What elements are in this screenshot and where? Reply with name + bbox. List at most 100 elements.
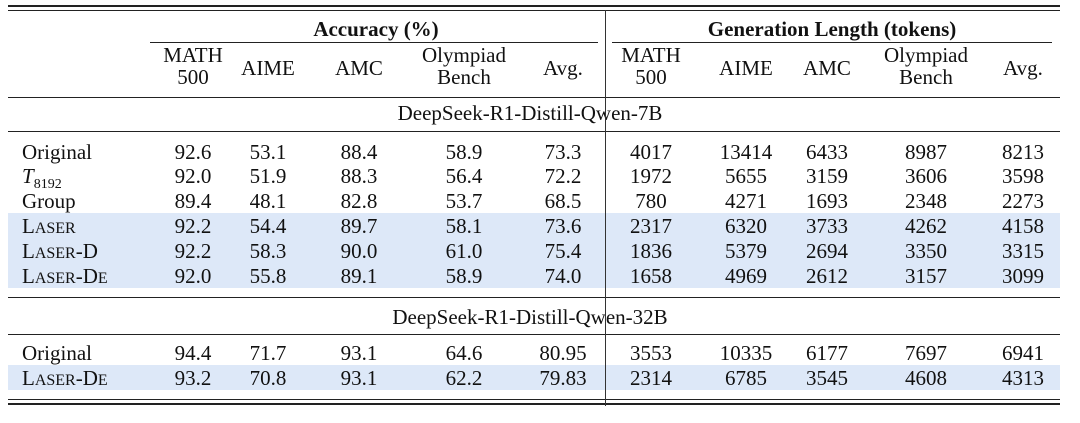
row-label: T8192 — [22, 164, 62, 192]
table-cell: 5655 — [725, 164, 767, 188]
table-cell: 1658 — [630, 264, 672, 288]
table-cell: 64.6 — [445, 341, 483, 365]
table-cell: 10335 — [719, 341, 773, 365]
column-divider — [605, 10, 606, 406]
table-cell: 13414 — [719, 140, 773, 164]
section-title-rule — [8, 334, 1060, 335]
row-label: LASER-DE — [22, 366, 108, 390]
table-cell: 82.8 — [340, 189, 378, 213]
table-cell: 93.1 — [340, 341, 378, 365]
table-cell: 3545 — [806, 366, 848, 390]
table-cell: 89.7 — [340, 214, 378, 238]
section-title-rule — [8, 131, 1060, 132]
table-cell: 92.2 — [174, 214, 212, 238]
table-cell: 73.3 — [544, 140, 582, 164]
table-cell: 94.4 — [174, 341, 212, 365]
table-cell: 55.8 — [249, 264, 287, 288]
table-cell: 79.83 — [539, 366, 587, 390]
table-cell: 3606 — [905, 164, 947, 188]
section-title: DeepSeek-R1-Distill-Qwen-7B — [397, 101, 663, 125]
table-cell: 4271 — [725, 189, 767, 213]
table-cell: 93.2 — [174, 366, 212, 390]
section-title: DeepSeek-R1-Distill-Qwen-32B — [392, 305, 668, 329]
table-cell: 2314 — [630, 366, 672, 390]
length-group-header: Generation Length (tokens) — [707, 17, 957, 41]
table-cell: 70.8 — [249, 366, 287, 390]
table-cell: 3099 — [1002, 264, 1044, 288]
table-cell: 4313 — [1002, 366, 1044, 390]
table-cell: 75.4 — [544, 239, 582, 263]
table-cell: 1972 — [630, 164, 672, 188]
table-cell: 92.0 — [174, 264, 212, 288]
table-cell: 53.1 — [249, 140, 287, 164]
accuracy-group-underline — [150, 42, 598, 43]
table-cell: 4969 — [725, 264, 767, 288]
bottom-rule — [8, 403, 1060, 405]
table-cell: 88.3 — [340, 164, 378, 188]
table-cell: 780 — [635, 189, 667, 213]
row-label: Group — [22, 189, 76, 213]
table-cell: 53.7 — [445, 189, 483, 213]
row-label: LASER — [22, 214, 76, 238]
table-cell: 3598 — [1002, 164, 1044, 188]
table-cell: 6785 — [725, 366, 767, 390]
table-cell: 61.0 — [445, 239, 483, 263]
table-cell: 4262 — [905, 214, 947, 238]
table-cell: 89.4 — [174, 189, 212, 213]
length-group-underline — [612, 42, 1052, 43]
table-cell: 2273 — [1002, 189, 1044, 213]
row-highlight — [8, 238, 1060, 263]
table-cell: 72.2 — [544, 164, 582, 188]
table-cell: 8213 — [1002, 140, 1044, 164]
table-cell: 1836 — [630, 239, 672, 263]
column-header: Avg. — [1003, 56, 1043, 80]
table-cell: 6433 — [806, 140, 848, 164]
row-label: Original — [22, 140, 92, 164]
table-cell: 71.7 — [249, 341, 287, 365]
table-cell: 80.95 — [539, 341, 587, 365]
row-highlight — [8, 263, 1060, 288]
table-cell: 89.1 — [340, 264, 378, 288]
table-cell: 6320 — [725, 214, 767, 238]
top-rule — [8, 5, 1060, 7]
table-cell: 2348 — [905, 189, 947, 213]
table-cell: 92.6 — [174, 140, 212, 164]
table-cell: 90.0 — [340, 239, 378, 263]
table-cell: 58.9 — [445, 264, 483, 288]
column-header: AMC — [335, 56, 383, 80]
table-cell: 3315 — [1002, 239, 1044, 263]
table-cell: 56.4 — [445, 164, 483, 188]
table-cell: 51.9 — [249, 164, 287, 188]
row-highlight — [8, 213, 1060, 238]
column-header: MATH 500 — [163, 43, 223, 89]
table-cell: 8987 — [905, 140, 947, 164]
column-header: Olympiad Bench — [884, 43, 968, 89]
section-rule — [8, 297, 1060, 298]
table-cell: 6177 — [806, 341, 848, 365]
column-header: AIME — [241, 56, 295, 80]
table-cell: 3350 — [905, 239, 947, 263]
row-label: Original — [22, 341, 92, 365]
bottom-rule-inner — [8, 399, 1060, 400]
table-cell: 3733 — [806, 214, 848, 238]
table-cell: 3553 — [630, 341, 672, 365]
table-cell: 58.1 — [445, 214, 483, 238]
row-label: LASER-D — [22, 239, 98, 263]
table-cell: 73.6 — [544, 214, 582, 238]
column-header: AIME — [719, 56, 773, 80]
table-cell: 74.0 — [544, 264, 582, 288]
table-cell: 62.2 — [445, 366, 483, 390]
header-rule — [8, 97, 1060, 98]
table-cell: 92.2 — [174, 239, 212, 263]
table-cell: 93.1 — [340, 366, 378, 390]
table-cell: 92.0 — [174, 164, 212, 188]
table-cell: 4608 — [905, 366, 947, 390]
column-header: Avg. — [543, 56, 583, 80]
column-header: Olympiad Bench — [422, 43, 506, 89]
accuracy-group-header: Accuracy (%) — [313, 17, 439, 41]
table-cell: 2612 — [806, 264, 848, 288]
table-cell: 58.3 — [249, 239, 287, 263]
column-header: AMC — [803, 56, 851, 80]
table-cell: 3159 — [806, 164, 848, 188]
table-cell: 5379 — [725, 239, 767, 263]
